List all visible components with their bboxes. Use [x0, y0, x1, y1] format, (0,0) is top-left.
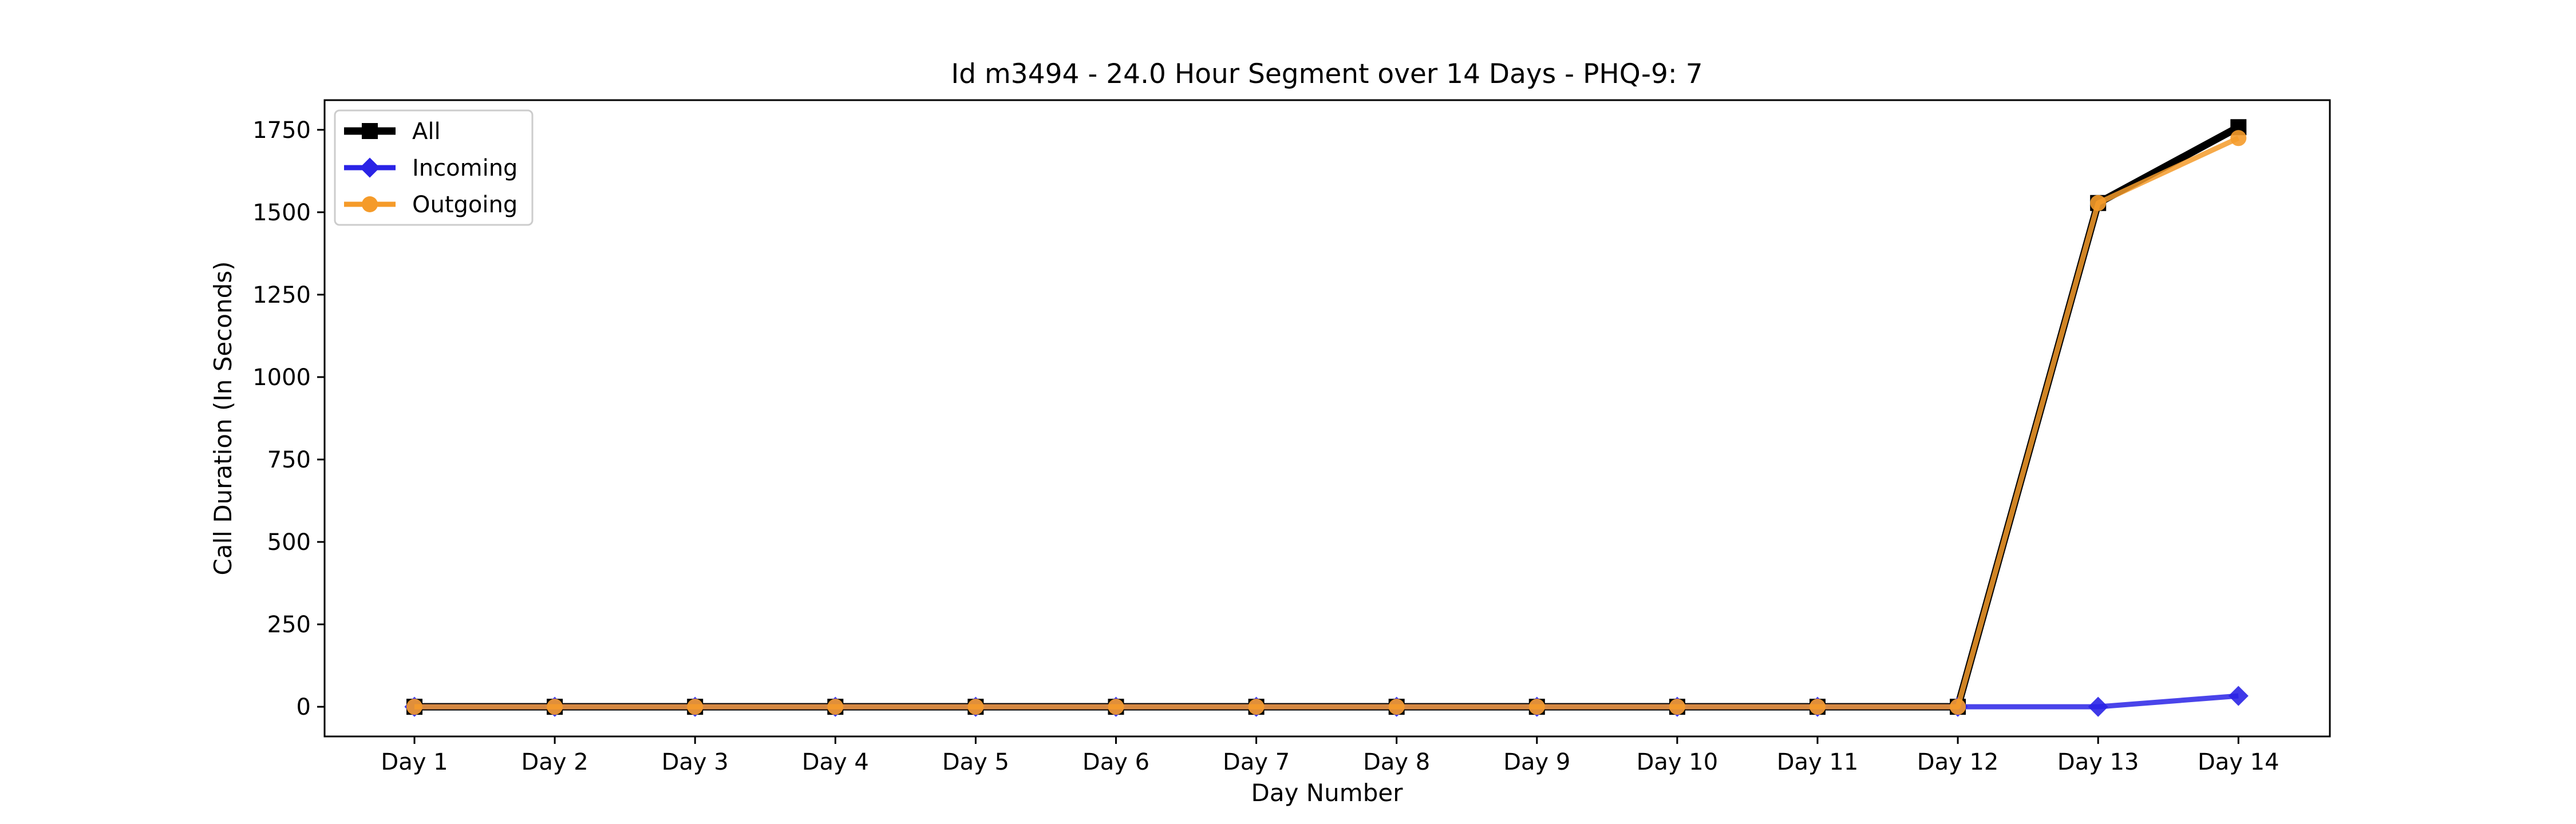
data-point-outgoing [547, 699, 563, 715]
x-tick-label: Day 5 [942, 749, 1009, 775]
y-tick-label: 1500 [252, 200, 311, 226]
x-tick-label: Day 8 [1363, 749, 1430, 775]
x-tick-label: Day 9 [1503, 749, 1570, 775]
data-point-outgoing [1950, 699, 1966, 715]
data-point-outgoing [687, 699, 704, 715]
y-tick-label: 500 [267, 529, 311, 556]
x-tick-label: Day 11 [1777, 749, 1859, 775]
data-point-outgoing [1248, 699, 1265, 715]
x-tick-label: Day 10 [1637, 749, 1718, 775]
legend-label: All [412, 118, 441, 145]
legend-entry-outgoing: Outgoing [344, 192, 517, 218]
y-axis-label: Call Duration (In Seconds) [209, 261, 237, 575]
x-tick-label: Day 12 [1917, 749, 1999, 775]
data-point-outgoing [2230, 130, 2247, 146]
legend: All Incoming Outgoing [334, 109, 534, 226]
data-point-outgoing [1528, 699, 1545, 715]
y-tick-label: 1250 [252, 282, 311, 308]
data-point-outgoing [967, 699, 984, 715]
x-tick-label: Day 3 [662, 749, 729, 775]
data-point-outgoing [1809, 699, 1826, 715]
x-tick-label: Day 13 [2057, 749, 2139, 775]
x-tick-label: Day 7 [1223, 749, 1290, 775]
x-axis-label: Day Number [1251, 779, 1403, 807]
x-tick-label: Day 2 [521, 749, 588, 775]
legend-label: Outgoing [412, 192, 517, 218]
legend-label: Incoming [412, 155, 517, 181]
data-point-incoming [2088, 696, 2108, 717]
x-tick-label: Day 1 [381, 749, 448, 775]
legend-entry-incoming: Incoming [344, 155, 517, 181]
x-tick-label: Day 4 [802, 749, 869, 775]
y-tick-label: 750 [267, 447, 311, 473]
data-point-outgoing [2090, 195, 2107, 211]
legend-box [334, 109, 534, 226]
x-tick-label: Day 14 [2198, 749, 2279, 775]
plot-area: 0 250 500 750 1000 1250 1500 1750 Day 1 Day 2 Day … [252, 99, 2331, 775]
series-line-outgoing [414, 136, 2240, 710]
y-tick-label: 0 [297, 694, 311, 720]
y-tick-label: 250 [267, 612, 311, 638]
data-point-outgoing [406, 699, 422, 715]
data-point-outgoing [827, 699, 844, 715]
y-tick-label: 1000 [252, 365, 311, 391]
x-tick-label: Day 6 [1082, 749, 1149, 775]
data-point-outgoing [1388, 699, 1405, 715]
data-point-outgoing [1669, 699, 1685, 715]
series-outgoing [406, 130, 2247, 715]
data-point-outgoing [1108, 699, 1124, 715]
y-tick-label: 1750 [252, 117, 311, 144]
data-point-incoming [2228, 686, 2249, 706]
legend-marker [359, 157, 380, 178]
legend-marker [362, 123, 378, 139]
axes-frame [323, 99, 2331, 738]
legend-entry-all: All [344, 118, 441, 145]
legend-marker [362, 196, 378, 212]
chart-title: Id m3494 - 24.0 Hour Segment over 14 Day… [951, 58, 1702, 90]
